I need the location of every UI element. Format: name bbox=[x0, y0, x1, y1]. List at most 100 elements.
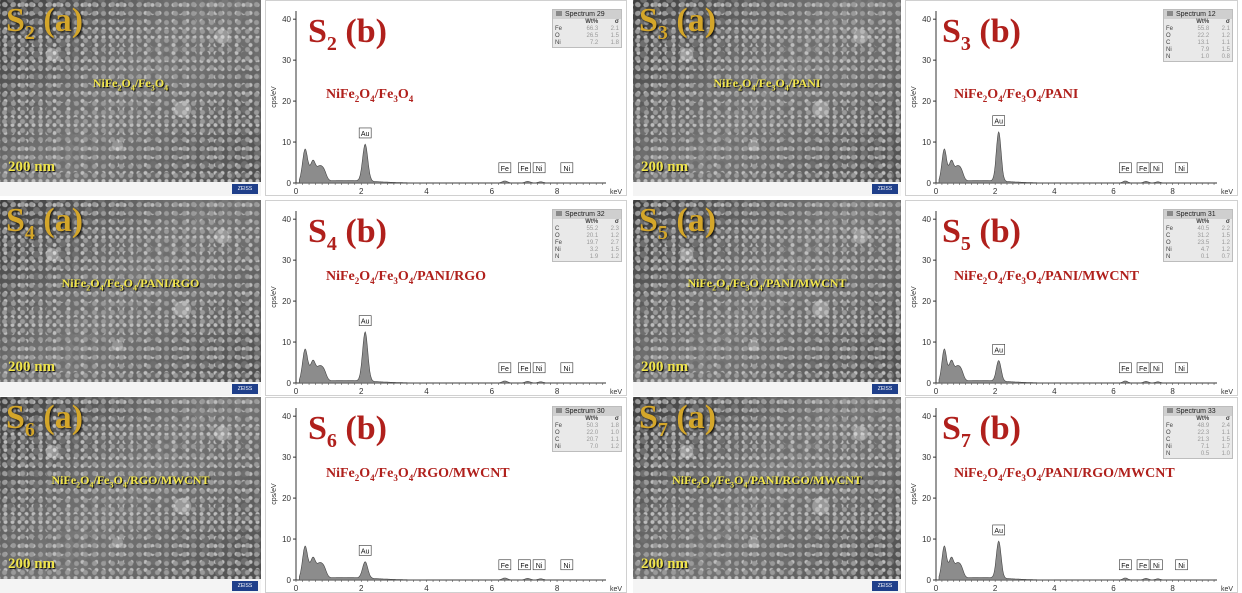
peak-label-text: Ni bbox=[536, 166, 543, 173]
peak-label-box bbox=[532, 162, 546, 174]
x-tick-label: 2 bbox=[359, 584, 364, 593]
peak-label: Ni bbox=[532, 559, 546, 571]
x-unit-label: keV bbox=[1221, 389, 1233, 396]
peak-label-text: Ni bbox=[564, 366, 571, 373]
y-tick-label: 40 bbox=[922, 215, 931, 224]
legend-row: Fe 19.7 2.7 bbox=[553, 240, 621, 247]
y-tick-label: 20 bbox=[282, 297, 291, 306]
sem-label-suffix: (a) bbox=[676, 399, 717, 436]
peak-label: Fe bbox=[498, 362, 512, 374]
legend-header-row: Wt% σ bbox=[553, 416, 621, 423]
peak-label-box bbox=[1119, 162, 1132, 174]
sem-label-suffix: (a) bbox=[676, 202, 717, 239]
zeiss-logo-icon: ZEISS bbox=[232, 384, 258, 394]
eds-spectrum-panel: 0 10 20 30 40 0 2 4 6 8 keV cps/eV Au Fe Fe Ni Ni S6 (b) N… bbox=[265, 397, 627, 593]
peak-label-text: Au bbox=[361, 319, 370, 326]
legend-row: Fe 48.9 2.4 bbox=[1164, 423, 1232, 430]
sem-micrograph: S3 (a) NiFe2O4/Fe3O4/PANI 200 nm ZEISS bbox=[633, 0, 901, 196]
peak-label-box bbox=[358, 545, 372, 556]
peak-label-box bbox=[560, 362, 574, 374]
sem-label-letter: S bbox=[639, 202, 658, 239]
element-name: N bbox=[555, 254, 560, 260]
legend-row: Ni 7.1 1.7 bbox=[1164, 444, 1232, 451]
element-name: O bbox=[1166, 240, 1171, 246]
sem-composition: NiFe2O4/Fe3O4 bbox=[92, 76, 169, 93]
eds-panel-label: S4 (b) bbox=[308, 215, 387, 254]
legend-header: Spectrum 32 bbox=[553, 210, 621, 219]
legend-row: N 0.5 1.0 bbox=[1164, 451, 1232, 458]
y-tick-label: 10 bbox=[282, 338, 291, 347]
peak-label-text: Ni bbox=[536, 366, 543, 373]
peak-label-box bbox=[532, 559, 546, 571]
peak-label: Fe bbox=[1119, 162, 1132, 174]
legend-row: N 1.9 1.2 bbox=[553, 254, 621, 261]
spectrum-trace bbox=[938, 131, 1215, 184]
eds-composition: NiFe2O4/Fe3O4 bbox=[326, 87, 414, 104]
sem-micrograph: S2 (a) NiFe2O4/Fe3O4 200 nm ZEISS bbox=[0, 0, 261, 196]
y-axis-label: cps/eV bbox=[271, 286, 278, 308]
zeiss-logo-icon: ZEISS bbox=[232, 581, 258, 591]
peak-label-text: Ni bbox=[1153, 563, 1160, 570]
element-sigma: 1.5 bbox=[1221, 233, 1230, 239]
x-tick-label: 6 bbox=[490, 187, 495, 196]
sem-composition: NiFe2O4/Fe3O4/PANI/RGO bbox=[61, 276, 200, 293]
peak-label-box bbox=[498, 559, 512, 571]
eds-label-letter: S bbox=[308, 13, 327, 50]
x-tick-label: 4 bbox=[1052, 387, 1057, 396]
legend-swatch bbox=[556, 408, 562, 413]
sem-label-letter: S bbox=[6, 399, 25, 436]
peak-label-text: Fe bbox=[520, 366, 528, 373]
peak-label-text: Au bbox=[361, 548, 370, 555]
peak-label-box bbox=[358, 127, 372, 139]
y-tick-label: 30 bbox=[282, 256, 291, 265]
sem-micrograph: S7 (a) NiFe2O4/Fe3O4/PANI/RGO/MWCNT 200 nm… bbox=[633, 397, 901, 593]
peak-label-box bbox=[1119, 362, 1132, 374]
sem-panel-label: S6 (a) bbox=[6, 401, 83, 440]
element-wt: 0.5 bbox=[1200, 451, 1210, 457]
x-tick-label: 6 bbox=[1111, 387, 1116, 396]
element-sigma: 1.5 bbox=[610, 247, 619, 253]
legend-blank-cell bbox=[553, 219, 572, 226]
y-tick-label: 30 bbox=[922, 56, 931, 65]
x-tick-label: 0 bbox=[934, 584, 939, 593]
legend-table: Wt% σ Fe 66.3 2.1 O 26.5 1.5 Ni 7.2 1.8 bbox=[553, 19, 621, 47]
sem-panel-label: S2 (a) bbox=[6, 4, 83, 43]
y-tick-label: 0 bbox=[287, 576, 292, 585]
legend-row: O 20.1 1.2 bbox=[553, 233, 621, 240]
x-unit-label: keV bbox=[610, 586, 622, 593]
sem-texture bbox=[0, 200, 261, 382]
legend-row: Fe 40.5 2.2 bbox=[1164, 226, 1232, 233]
y-tick-label: 20 bbox=[282, 494, 291, 503]
y-tick-label: 0 bbox=[927, 379, 932, 388]
element-wt: 26.5 bbox=[586, 33, 599, 39]
peak-label-box bbox=[498, 162, 512, 174]
eds-label-suffix: (b) bbox=[979, 213, 1021, 250]
eds-label-letter: S bbox=[308, 410, 327, 447]
peak-label: Ni bbox=[1175, 559, 1188, 571]
sem-label-sub: 3 bbox=[657, 21, 668, 44]
peak-label-text: Au bbox=[994, 119, 1003, 126]
peak-label-text: Fe bbox=[1121, 563, 1129, 570]
legend-table: Wt% σ C 55.2 2.3 O 20.1 1.2 Fe 19.7 2.7 Ni 3.2 1.5 N 1.… bbox=[553, 219, 621, 261]
peak-label: Ni bbox=[1150, 162, 1163, 174]
legend-row: O 22.0 1.0 bbox=[553, 430, 621, 437]
element-name: Fe bbox=[555, 423, 563, 429]
legend-row: O 22.2 1.2 bbox=[1164, 33, 1232, 40]
peak-label: Au bbox=[358, 315, 372, 326]
x-tick-label: 2 bbox=[993, 584, 998, 593]
element-wt: 48.9 bbox=[1197, 423, 1210, 429]
element-name: N bbox=[1166, 254, 1171, 260]
peak-label-box bbox=[518, 362, 531, 374]
element-sigma: 2.2 bbox=[1221, 226, 1230, 232]
peak-label-text: Ni bbox=[1178, 366, 1185, 373]
element-name: O bbox=[1166, 430, 1171, 436]
peak-label-box bbox=[1136, 362, 1150, 374]
element-name: O bbox=[1166, 33, 1171, 39]
peak-label: Au bbox=[992, 524, 1006, 536]
sem-info-bar: ZEISS bbox=[633, 382, 901, 396]
legend-row: Ni 4.7 1.2 bbox=[1164, 247, 1232, 254]
spectrum-name: Spectrum 33 bbox=[1176, 408, 1216, 415]
eds-spectrum-chart: 0 10 20 30 40 0 2 4 6 8 keV cps/eV Au Fe Fe Ni Ni bbox=[271, 11, 622, 196]
sem-label-sub: 5 bbox=[657, 221, 668, 244]
x-tick-label: 0 bbox=[294, 187, 299, 196]
